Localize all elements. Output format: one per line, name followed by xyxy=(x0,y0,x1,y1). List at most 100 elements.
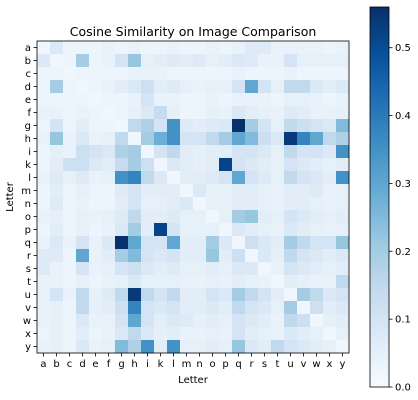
y-tick-label: f xyxy=(27,108,31,119)
heatmap-cell xyxy=(297,158,311,172)
heatmap-cell xyxy=(310,340,324,354)
heatmap-cell xyxy=(63,288,77,302)
heatmap-cell xyxy=(141,223,155,237)
heatmap-cell xyxy=(154,80,168,94)
heatmap-cell xyxy=(258,67,272,81)
heatmap-cell xyxy=(206,301,220,315)
heatmap-cell xyxy=(245,41,259,55)
heatmap-cell xyxy=(323,340,337,354)
heatmap-cell xyxy=(219,210,233,224)
heatmap-cell xyxy=(297,210,311,224)
heatmap-cell xyxy=(336,171,350,185)
heatmap-cell xyxy=(232,80,246,94)
x-tick-label: h xyxy=(131,359,137,370)
heatmap-cell xyxy=(76,132,90,146)
heatmap-cell xyxy=(115,41,129,55)
colorbar-tick-label: 0.5 xyxy=(395,43,411,54)
heatmap-cell xyxy=(37,132,51,146)
x-tick-label: t xyxy=(276,359,280,370)
heatmap-cell xyxy=(271,106,285,120)
heatmap-cell xyxy=(167,197,181,211)
heatmap-cell xyxy=(310,54,324,68)
heatmap-cell xyxy=(232,249,246,263)
x-tick-label: w xyxy=(312,359,320,370)
heatmap-cell xyxy=(219,54,233,68)
chart-title: Cosine Similarity on Image Comparison xyxy=(70,24,317,39)
heatmap-cell xyxy=(141,184,155,198)
heatmap-cell xyxy=(50,106,64,120)
heatmap-cell xyxy=(37,249,51,263)
heatmap-cell xyxy=(258,210,272,224)
heatmap-cell xyxy=(63,249,77,263)
heatmap-cell xyxy=(128,210,142,224)
heatmap-cell xyxy=(245,210,259,224)
heatmap-cell xyxy=(193,275,207,289)
heatmap-cell xyxy=(37,288,51,302)
heatmap-cell xyxy=(180,223,194,237)
heatmap-cell xyxy=(167,288,181,302)
heatmap-cell xyxy=(323,210,337,224)
heatmap-cell xyxy=(219,41,233,55)
heatmap-cell xyxy=(37,314,51,328)
heatmap-cell xyxy=(336,158,350,172)
heatmap-cell xyxy=(323,262,337,276)
heatmap-cell xyxy=(128,93,142,107)
heatmap-cell xyxy=(258,236,272,250)
y-tick-label: t xyxy=(27,277,31,288)
heatmap-cell xyxy=(310,314,324,328)
heatmap-cell xyxy=(89,171,103,185)
colorbar-tick-label: 0.3 xyxy=(395,179,411,190)
x-tick-label: d xyxy=(79,359,85,370)
heatmap-cell xyxy=(128,301,142,315)
heatmap-cell xyxy=(336,197,350,211)
heatmap-cell xyxy=(89,41,103,55)
heatmap-cell xyxy=(115,119,129,133)
heatmap-cell xyxy=(271,314,285,328)
heatmap-cell xyxy=(232,223,246,237)
heatmap-cell xyxy=(206,314,220,328)
heatmap-cell xyxy=(37,327,51,341)
heatmap-cell xyxy=(180,80,194,94)
heatmap-cell xyxy=(115,340,129,354)
heatmap-cell xyxy=(167,223,181,237)
heatmap-cell xyxy=(154,93,168,107)
heatmap-cell xyxy=(284,93,298,107)
heatmap-cell xyxy=(193,158,207,172)
heatmap-cell xyxy=(219,340,233,354)
y-tick-label: r xyxy=(27,251,32,262)
heatmap-cell xyxy=(297,145,311,159)
heatmap-cell xyxy=(310,223,324,237)
heatmap-cell xyxy=(89,197,103,211)
heatmap-cell xyxy=(336,301,350,315)
heatmap-cell xyxy=(258,54,272,68)
heatmap-cell xyxy=(284,132,298,146)
heatmap-cell xyxy=(219,80,233,94)
heatmap-cell xyxy=(219,249,233,263)
heatmap-cell xyxy=(245,106,259,120)
heatmap-cell xyxy=(323,236,337,250)
heatmap-cell xyxy=(271,197,285,211)
heatmap-cell xyxy=(310,184,324,198)
heatmap-cell xyxy=(206,236,220,250)
heatmap-cell xyxy=(219,288,233,302)
heatmap-cell xyxy=(232,236,246,250)
heatmap-cell xyxy=(167,210,181,224)
heatmap-cell xyxy=(102,236,116,250)
heatmap-cell xyxy=(141,132,155,146)
heatmap-cell xyxy=(323,171,337,185)
heatmap-cell xyxy=(245,67,259,81)
heatmap-cell xyxy=(323,288,337,302)
heatmap-cell xyxy=(297,314,311,328)
heatmap-cell xyxy=(219,197,233,211)
heatmap-cell xyxy=(50,41,64,55)
heatmap-cell xyxy=(284,210,298,224)
heatmap-cell xyxy=(297,41,311,55)
heatmap-cell xyxy=(63,184,77,198)
heatmap-cell xyxy=(258,145,272,159)
heatmap-cell xyxy=(219,301,233,315)
heatmap-cell xyxy=(284,184,298,198)
x-tick-label: i xyxy=(146,359,149,370)
heatmap-cell xyxy=(89,275,103,289)
heatmap-cell xyxy=(76,236,90,250)
heatmap-cell xyxy=(271,249,285,263)
